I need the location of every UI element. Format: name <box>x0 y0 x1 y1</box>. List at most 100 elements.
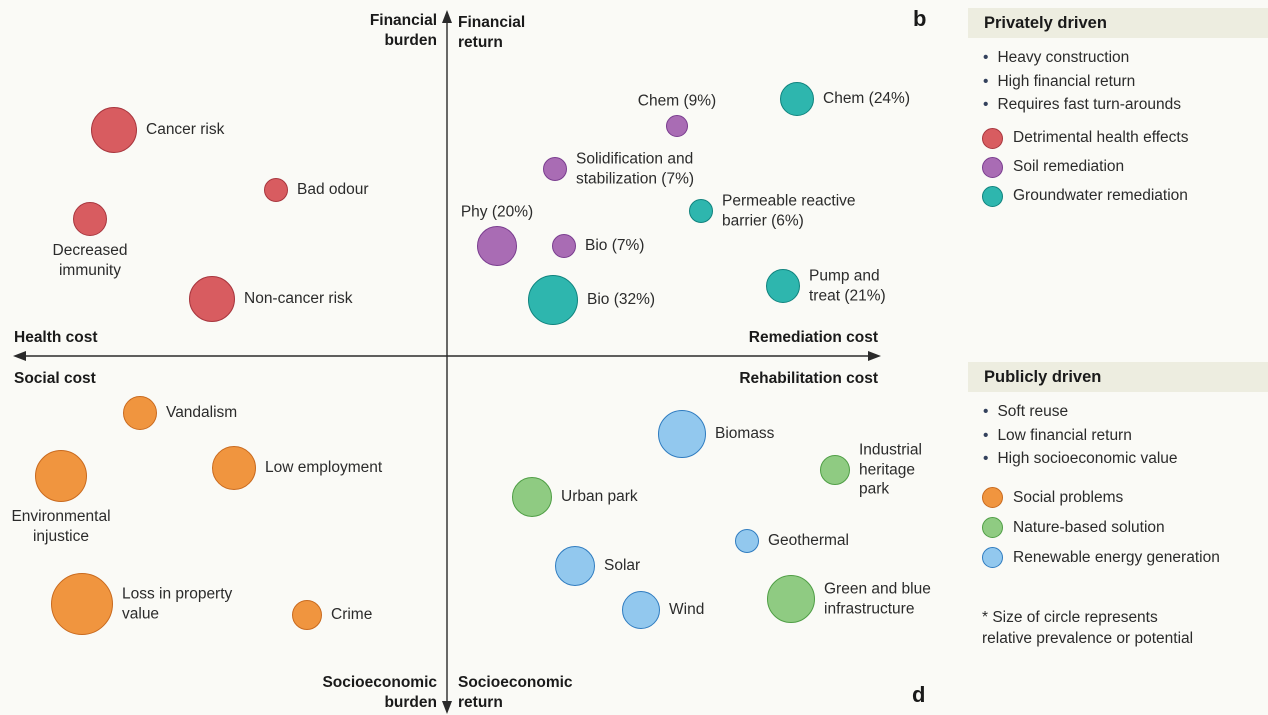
bubble-label: Bio (7%) <box>585 237 645 255</box>
bubble-label: Biomass <box>715 425 775 443</box>
axis-label-financial-return: Financial return <box>458 14 526 51</box>
size-footnote: * Size of circle represents relative pre… <box>982 609 1194 647</box>
legend-item-label: Detrimental health effects <box>1013 129 1189 146</box>
legend-item-label: Nature-based solution <box>1013 518 1165 536</box>
bubble-label: Solar <box>604 557 641 575</box>
bubble-label: Crime <box>331 606 373 624</box>
legend-item: Social problems <box>982 483 1268 513</box>
bubble-label: Chem (24%) <box>823 90 910 108</box>
bullet-item: • Low financial return <box>983 424 1268 448</box>
privately-driven-bullet-list: • Heavy construction • High financial retu… <box>968 46 1268 117</box>
bubble-renewable <box>735 529 759 553</box>
bullet-icon: • <box>983 49 989 66</box>
bubble-renewable <box>555 546 595 586</box>
axis-label-social-cost: Social cost <box>14 370 96 387</box>
axis-label-financial-burden: Financial burden <box>369 12 437 49</box>
legend-item: Renewable energy generation <box>982 543 1268 573</box>
bullet-text: High socioeconomic value <box>997 450 1178 467</box>
bullet-item: • High socioeconomic value <box>983 447 1268 471</box>
bubble-nature <box>820 455 850 485</box>
bubble-social <box>123 396 157 430</box>
bubble-health <box>189 276 235 322</box>
bullet-text: High financial return <box>997 72 1136 90</box>
bullet-text: Low financial return <box>997 426 1132 444</box>
bubble-soil <box>552 234 576 258</box>
bubble-groundwater <box>780 82 814 116</box>
bubble-nature <box>512 477 552 517</box>
axis-label-health-cost: Health cost <box>14 329 98 346</box>
bubble-label: Low employment <box>265 459 383 477</box>
legend-item: Groundwater remediation <box>982 182 1268 211</box>
legend-item: Nature-based solution <box>982 513 1268 543</box>
bubble-label: Pump and treat (21%) <box>809 267 886 304</box>
bubble-soil <box>543 157 567 181</box>
bubble-soil <box>477 226 517 266</box>
bubble-label: Urban park <box>561 488 638 506</box>
legend-section-publicly-driven: Publicly driven • Soft reuse • Low financi… <box>968 362 1268 573</box>
bubble-label: Cancer risk <box>146 121 225 139</box>
bullet-item: • High financial return <box>983 70 1268 94</box>
legend-panel: Privately driven • Heavy construction • Hi… <box>968 0 1268 715</box>
bubble-health <box>91 107 137 153</box>
bubble-label: Chem (9%) <box>637 92 717 110</box>
bubble-renewable <box>622 591 660 629</box>
legend-swatch-circle <box>982 487 1003 508</box>
axis-label-rehabilitation-cost: Rehabilitation cost <box>739 370 878 387</box>
axes <box>13 10 881 714</box>
bullet-text: Requires fast turn-arounds <box>997 96 1181 113</box>
legend-swatch-circle <box>982 185 1003 207</box>
bubble-health <box>264 178 288 202</box>
bubble-label: Environmental injustice <box>11 508 111 545</box>
bubble-label: Permeable reactive barrier (6%) <box>722 192 856 229</box>
bubble-groundwater <box>766 269 800 303</box>
bubble-label: Bio (32%) <box>587 291 656 309</box>
panel-letter-d: d <box>912 682 926 707</box>
legend-item-label: Soil remediation <box>1013 158 1125 175</box>
bubble-renewable <box>658 410 706 458</box>
axis-label-socioeconomic-return: Socioeconomic return <box>458 674 573 711</box>
bullet-icon: • <box>983 403 989 420</box>
legend-section-privately-driven: Privately driven • Heavy construction • Hi… <box>968 8 1268 211</box>
legend-swatch-circle <box>982 127 1003 149</box>
bubble-label: Geothermal <box>768 532 849 550</box>
bubble-label: Phy (20%) <box>460 203 534 221</box>
legend-item-label: Renewable energy generation <box>1013 548 1220 566</box>
bubble-label: Non-cancer risk <box>244 290 353 308</box>
legend-header-publicly-driven: Publicly driven <box>968 362 1268 392</box>
bubble-label: Decreased immunity <box>52 242 128 279</box>
legend-swatch-circle <box>982 547 1003 568</box>
legend-item-label: Social problems <box>1013 488 1124 506</box>
bubble-social <box>292 600 322 630</box>
bubble-social <box>35 450 87 502</box>
bullet-text: Soft reuse <box>997 403 1069 420</box>
bullet-icon: • <box>983 450 989 467</box>
bubble-label: Vandalism <box>166 404 238 422</box>
bubble-health <box>73 202 107 236</box>
bubble-nature <box>767 575 815 623</box>
bubble-soil <box>666 115 688 137</box>
panel-letter-b: b <box>913 6 927 31</box>
bullet-icon: • <box>983 72 989 90</box>
bullet-icon: • <box>983 426 989 444</box>
bubble-groundwater <box>528 275 578 325</box>
publicly-driven-legend-list: Social problems Nature-based solution Re… <box>968 483 1268 573</box>
legend-item: Soil remediation <box>982 153 1268 182</box>
legend-header-privately-driven: Privately driven <box>968 8 1268 38</box>
publicly-driven-bullet-list: • Soft reuse • Low financial return • High … <box>968 400 1268 471</box>
bubble-label: Loss in property value <box>122 585 233 622</box>
bullet-item: • Heavy construction <box>983 46 1268 70</box>
privately-driven-legend-list: Detrimental health effects Soil remediat… <box>968 124 1268 211</box>
bullet-item: • Soft reuse <box>983 400 1268 424</box>
bubble-groundwater <box>689 199 713 223</box>
bullet-icon: • <box>983 96 989 113</box>
legend-swatch-circle <box>982 156 1003 178</box>
bullet-text: Heavy construction <box>997 49 1130 66</box>
axis-label-remediation-cost: Remediation cost <box>748 329 878 346</box>
bubble-label: Solidification and stabilization (7%) <box>576 150 695 187</box>
legend-item: Detrimental health effects <box>982 124 1268 153</box>
bubble-label: Bad odour <box>297 181 369 199</box>
bubble-social <box>212 446 256 490</box>
bubble-label: Wind <box>669 601 705 619</box>
legend-item-label: Groundwater remediation <box>1013 187 1188 204</box>
